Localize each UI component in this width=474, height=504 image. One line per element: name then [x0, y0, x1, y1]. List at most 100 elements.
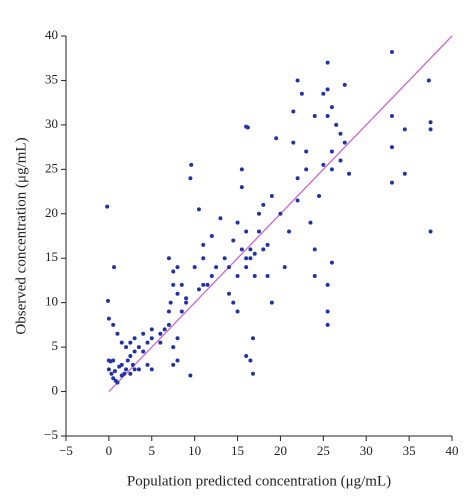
data-point: [252, 274, 257, 278]
data-point: [402, 127, 407, 132]
data-point: [184, 296, 189, 301]
data-point: [231, 238, 236, 243]
data-point: [201, 282, 206, 287]
data-point: [278, 211, 283, 216]
data-point: [149, 336, 154, 341]
data-point: [235, 220, 240, 225]
x-tick-label: 35: [403, 443, 416, 458]
data-point: [201, 256, 206, 261]
data-point: [128, 340, 133, 345]
y-tick-label: 15: [45, 249, 58, 264]
data-point: [141, 331, 146, 336]
data-point: [112, 369, 117, 374]
data-point: [192, 265, 197, 270]
data-point: [189, 162, 194, 167]
data-point: [235, 274, 240, 278]
data-point: [166, 309, 171, 314]
data-point: [389, 114, 394, 118]
data-point: [106, 316, 111, 321]
data-point: [171, 362, 176, 367]
data-point: [145, 362, 150, 367]
data-point: [312, 114, 317, 118]
data-point: [308, 220, 313, 225]
data-point: [136, 367, 141, 372]
y-tick-label: 5: [52, 338, 59, 353]
data-point: [226, 291, 231, 296]
data-point: [124, 345, 129, 350]
data-point: [334, 122, 339, 127]
data-point: [130, 362, 135, 367]
x-tick-label: 15: [231, 443, 244, 458]
x-tick-label: 5: [149, 443, 156, 458]
data-point: [111, 358, 116, 363]
data-point: [329, 149, 334, 154]
y-axis-label: Observed concentration (μg/mL): [13, 137, 29, 334]
data-point: [257, 229, 261, 234]
data-point: [128, 371, 133, 376]
x-tick-label: 10: [188, 443, 201, 458]
data-point: [201, 242, 206, 247]
data-point: [269, 194, 274, 198]
data-point: [162, 327, 167, 332]
data-point: [282, 265, 287, 270]
data-point: [250, 336, 255, 341]
data-point: [106, 367, 111, 372]
y-tick-label: 0: [52, 383, 59, 398]
x-tick-label: −5: [59, 443, 73, 458]
data-point: [124, 367, 129, 372]
data-point: [325, 60, 330, 65]
data-point: [248, 256, 253, 261]
data-point: [141, 349, 146, 354]
x-tick-label: 30: [360, 443, 373, 458]
data-point: [244, 265, 249, 270]
data-point: [389, 145, 394, 150]
data-point: [261, 247, 266, 252]
data-point: [389, 50, 394, 54]
data-point: [325, 309, 330, 314]
data-point: [132, 349, 137, 354]
data-point: [325, 114, 330, 118]
data-point: [312, 274, 317, 278]
data-point: [295, 176, 300, 181]
data-point: [426, 78, 431, 83]
data-point: [295, 198, 300, 203]
data-point: [291, 140, 296, 145]
data-point: [179, 282, 184, 287]
data-point: [304, 149, 309, 154]
data-point: [111, 376, 116, 381]
data-point: [321, 91, 326, 96]
data-point: [205, 282, 210, 287]
data-point: [171, 269, 176, 274]
data-point: [389, 180, 394, 185]
y-tick-label: 30: [45, 116, 58, 131]
data-point: [342, 140, 347, 145]
data-point: [226, 265, 231, 270]
data-point: [250, 371, 255, 376]
data-point: [111, 322, 116, 327]
data-point: [239, 167, 244, 172]
data-point: [428, 127, 433, 132]
data-point: [188, 176, 193, 181]
data-point: [304, 167, 309, 172]
data-point: [338, 131, 343, 136]
data-point: [109, 371, 114, 376]
data-point: [112, 265, 117, 270]
data-point: [105, 204, 110, 209]
data-point: [168, 300, 173, 305]
y-tick-label: 10: [45, 294, 58, 309]
data-point: [321, 162, 326, 167]
data-point: [209, 274, 214, 278]
data-point: [188, 373, 193, 378]
data-point: [196, 207, 201, 212]
data-point: [329, 105, 334, 110]
data-point: [171, 345, 176, 350]
data-point: [128, 354, 133, 358]
data-point: [245, 125, 250, 130]
data-point: [119, 373, 124, 378]
data-point: [338, 158, 343, 163]
data-point: [119, 362, 124, 367]
data-point: [132, 336, 137, 341]
data-point: [248, 358, 253, 363]
data-point: [209, 234, 214, 238]
